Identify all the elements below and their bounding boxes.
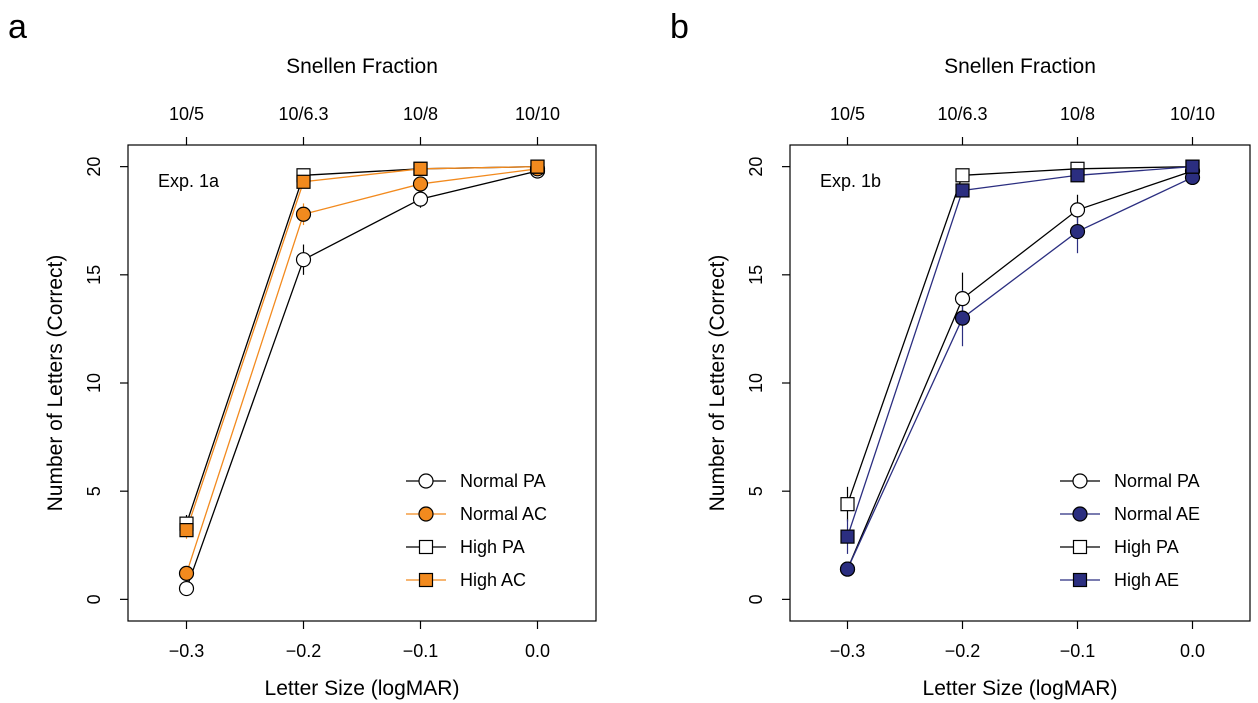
chart-b-point-1 xyxy=(1069,223,1086,240)
chart-a-point-3 xyxy=(530,159,545,174)
chart-b-x2-tick-label: 10/6.3 xyxy=(937,104,987,124)
chart-a-legend-marker xyxy=(418,473,434,489)
chart-b-plot-frame xyxy=(789,144,1251,622)
chart-a-x2-tick-label: 10/10 xyxy=(515,104,560,124)
chart-a-x-tick-label: −0.3 xyxy=(169,641,205,661)
chart-a-experiment-label: Exp. 1a xyxy=(158,171,220,191)
chart-a-point-0 xyxy=(295,252,312,268)
chart-b-point-3 xyxy=(840,529,855,544)
chart-a-legend-label: High AC xyxy=(460,570,526,590)
chart-b-point-0 xyxy=(1069,202,1086,218)
chart-b-legend-label: Normal AE xyxy=(1114,504,1200,524)
chart-a-y-axis-title: Number of Letters (Correct) xyxy=(44,255,67,512)
chart-a-y-tick-label: 5 xyxy=(84,486,104,496)
chart-b-y-tick-label: 0 xyxy=(746,594,766,604)
chart-b-x-tick-label: 0.0 xyxy=(1180,641,1205,661)
chart-a-x-axis-title: Letter Size (logMAR) xyxy=(265,677,460,700)
chart-b-x-tick-label: −0.3 xyxy=(830,641,866,661)
chart-b-x-tick-label: −0.2 xyxy=(945,641,981,661)
chart-a-x-tick-label: −0.1 xyxy=(403,641,439,661)
chart-a-series-line-1 xyxy=(185,168,538,574)
chart-a-plot-frame xyxy=(127,144,597,622)
chart-panel-b: −0.3 10/5 −0.2 10/6.3 −0.1 10/8 0.0 10/10 0 5 10 15… xyxy=(706,55,1251,700)
chart-a-legend-marker xyxy=(418,572,434,588)
chart-b-point-0 xyxy=(954,291,971,307)
chart-b-experiment-label: Exp. 1b xyxy=(820,171,881,191)
chart-a-legend-marker xyxy=(418,539,434,555)
chart-a-point-3 xyxy=(413,161,428,176)
chart-a-y-tick-label: 20 xyxy=(84,157,104,177)
chart-a-x-tick-label: 0.0 xyxy=(525,641,550,661)
chart-b-point-2 xyxy=(840,497,855,512)
chart-b-legend-marker xyxy=(1072,539,1088,555)
chart-panel-a: −0.3 10/5 −0.2 10/6.3 −0.1 10/8 0.0 10/10 0 5 10 15… xyxy=(44,55,597,700)
chart-b-legend-label: Normal PA xyxy=(1114,471,1200,491)
chart-a-x2-tick-label: 10/6.3 xyxy=(278,104,328,124)
chart-a-point-0 xyxy=(178,580,195,597)
chart-b-x-tick-label: −0.1 xyxy=(1060,641,1096,661)
chart-b-series-line-3 xyxy=(846,165,1193,537)
chart-a-x2-tick-label: 10/5 xyxy=(169,104,204,124)
chart-b-y-tick-label: 10 xyxy=(746,373,766,393)
chart-a-point-1 xyxy=(295,206,312,222)
chart-a-point-3 xyxy=(296,174,311,189)
chart-a-x2-tick-label: 10/8 xyxy=(403,104,438,124)
chart-a-x2-axis-title: Snellen Fraction xyxy=(286,55,438,78)
chart-b-point-3 xyxy=(1185,159,1200,174)
chart-a-y-tick-label: 0 xyxy=(84,594,104,604)
chart-b-series-line-1 xyxy=(846,176,1193,570)
chart-a-point-3 xyxy=(179,523,194,538)
chart-a-legend-marker xyxy=(418,506,434,522)
chart-b-x2-tick-label: 10/8 xyxy=(1060,104,1095,124)
panel-letter-b: b xyxy=(670,8,689,46)
chart-a-y-tick-label: 15 xyxy=(84,265,104,285)
chart-b-legend-label: High PA xyxy=(1114,537,1179,557)
chart-b-series-line-2 xyxy=(846,165,1193,505)
chart-b-x2-axis-title: Snellen Fraction xyxy=(944,55,1096,78)
chart-b-legend-label: High AE xyxy=(1114,570,1179,590)
chart-a-series-line-0 xyxy=(185,170,538,589)
chart-b-y-axis-title: Number of Letters (Correct) xyxy=(706,255,729,512)
chart-a-legend-label: Normal AC xyxy=(460,504,547,524)
chart-b-legend-marker xyxy=(1072,473,1088,489)
chart-b-y-tick-label: 15 xyxy=(746,265,766,285)
chart-b-point-3 xyxy=(955,183,970,198)
chart-b-y-tick-label: 20 xyxy=(746,157,766,177)
chart-a-legend-label: High PA xyxy=(460,537,525,557)
chart-b-point-1 xyxy=(954,310,971,326)
chart-b-x2-tick-label: 10/5 xyxy=(830,104,865,124)
chart-b-point-1 xyxy=(839,561,856,577)
chart-b-x-axis-title: Letter Size (logMAR) xyxy=(923,677,1118,700)
chart-a-point-1 xyxy=(412,176,429,192)
chart-a-x-tick-label: −0.2 xyxy=(286,641,322,661)
chart-a-point-0 xyxy=(412,191,429,207)
chart-b-point-2 xyxy=(955,168,970,183)
chart-b-legend-marker xyxy=(1072,506,1088,522)
chart-b-point-3 xyxy=(1070,168,1085,183)
chart-a-point-1 xyxy=(178,565,195,582)
chart-a-legend-label: Normal PA xyxy=(460,471,546,491)
chart-b-legend-marker xyxy=(1072,572,1088,588)
chart-a-y-tick-label: 10 xyxy=(84,373,104,393)
chart-b-x2-tick-label: 10/10 xyxy=(1170,104,1215,124)
chart-b-y-tick-label: 5 xyxy=(746,486,766,496)
chart-a-series-line-3 xyxy=(185,165,538,531)
panel-letter-a: a xyxy=(8,8,27,46)
chart-b-series-line-0 xyxy=(846,170,1193,570)
